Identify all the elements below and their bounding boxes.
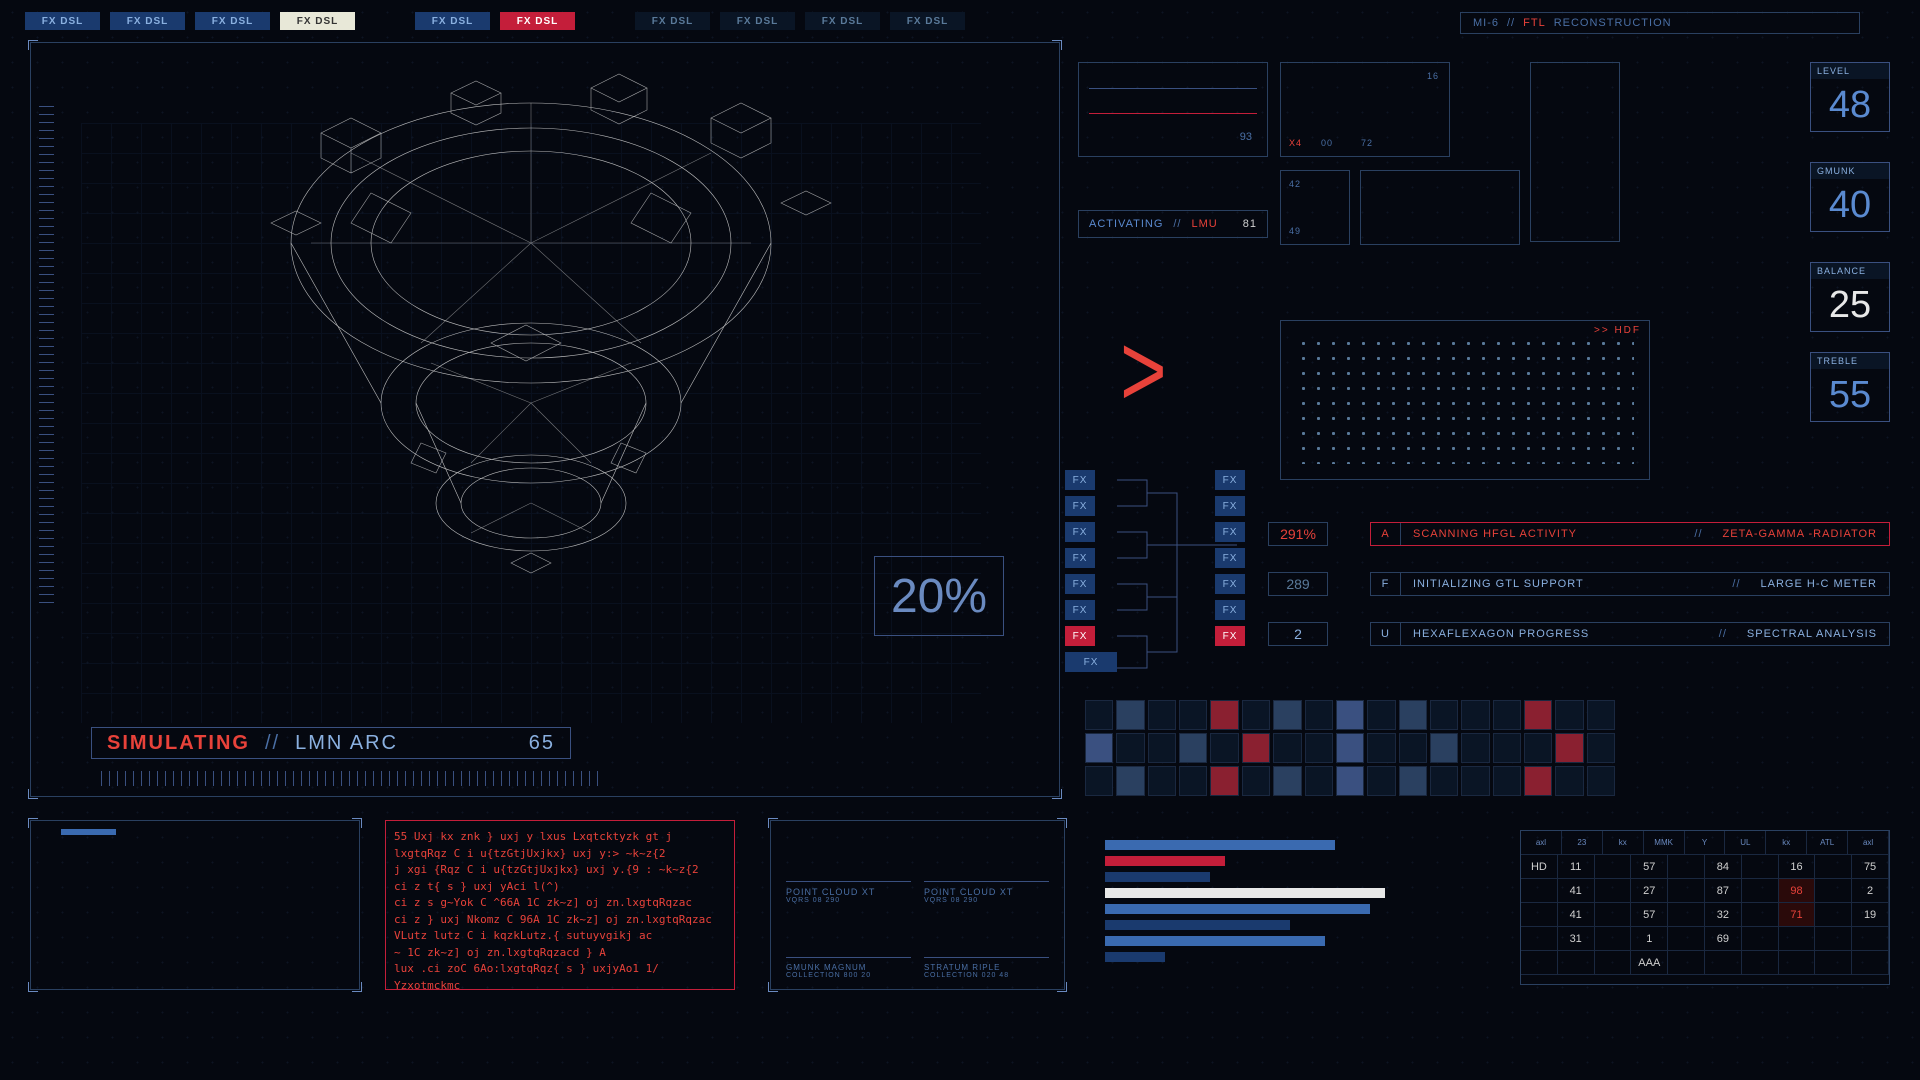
value-box: 289 (1268, 572, 1328, 596)
fx-node[interactable]: FX (1065, 574, 1095, 594)
mini-panel-1: 93 (1078, 62, 1268, 157)
mini-panel-2: X4 00 72 16 (1280, 62, 1450, 157)
bar-chart (1095, 830, 1405, 985)
header-reconstruction: MI-6 // FTL RECONSTRUCTION (1460, 12, 1860, 34)
data-table: axl23kxMMKYULkxATLaxlHD11578416754127879… (1520, 830, 1890, 985)
stat-gmunk: GMUNK40 (1810, 162, 1890, 232)
bottom-panel-2: POINT CLOUD XT VQRS 08 290 POINT CLOUD X… (770, 820, 1065, 990)
fx-node[interactable]: FX (1215, 574, 1245, 594)
activating-status: ACTIVATING // LMU 81 (1078, 210, 1268, 238)
tab-fxdsl[interactable]: FX DSL (805, 12, 880, 30)
fx-node-alert[interactable]: FX (1215, 626, 1245, 646)
tab-fxdsl-active[interactable]: FX DSL (280, 12, 355, 30)
arc-value: 65 (529, 732, 555, 755)
ftl-label: FTL (1523, 17, 1546, 29)
info-row[interactable]: UHEXAFLEXAGON PROGRESS//SPECTRAL ANALYSI… (1370, 622, 1890, 646)
info-row[interactable]: FINITIALIZING GTL SUPPORT//LARGE H-C MET… (1370, 572, 1890, 596)
tab-fxdsl[interactable]: FX DSL (110, 12, 185, 30)
terminal-output: 55 Uxj kx znk } uxj y lxus Lxqtcktyzk gt… (385, 820, 735, 990)
tab-fxdsl[interactable]: FX DSL (720, 12, 795, 30)
stat-level: LEVEL48 (1810, 62, 1890, 132)
fx-node[interactable]: FX (1065, 470, 1095, 490)
tab-fxdsl[interactable]: FX DSL (635, 12, 710, 30)
fx-node[interactable]: FX (1215, 470, 1245, 490)
fx-node[interactable]: FX (1065, 600, 1095, 620)
hdf-label: >> HDF (1594, 325, 1641, 336)
fx-node[interactable]: FX (1065, 522, 1095, 542)
fx-node[interactable]: FX (1215, 548, 1245, 568)
mode-label: RECONSTRUCTION (1554, 17, 1672, 29)
fx-node[interactable]: FX (1065, 548, 1095, 568)
main-viewport: 20% SIMULATING // LMN ARC 65 (30, 42, 1060, 797)
tab-fxdsl-alert[interactable]: FX DSL (500, 12, 575, 30)
fx-node[interactable]: FX (1215, 496, 1245, 516)
arc-label: LMN ARC (295, 732, 398, 755)
tab-row: FX DSL FX DSL FX DSL FX DSL FX DSL FX DS… (25, 12, 965, 30)
status-bar: SIMULATING // LMN ARC 65 (91, 727, 571, 759)
ruler-v (39, 103, 54, 603)
ruler-h (101, 771, 601, 786)
bottom-panel-1 (30, 820, 360, 990)
fx-node-alert[interactable]: FX (1065, 626, 1095, 646)
stat-balance: BALANCE25 (1810, 262, 1890, 332)
mini-panel-3: 42 49 (1280, 170, 1350, 245)
fx-node[interactable]: FX (1215, 522, 1245, 542)
org-label: MI-6 (1473, 17, 1499, 29)
status-simulating: SIMULATING (107, 732, 250, 755)
tab-fxdsl[interactable]: FX DSL (415, 12, 490, 30)
wireframe-model[interactable] (171, 63, 891, 643)
fx-node[interactable]: FX (1215, 600, 1245, 620)
progress-value: 20% (874, 556, 1004, 636)
fx-node[interactable]: FX (1065, 496, 1095, 516)
value-box: 291% (1268, 522, 1328, 546)
info-row[interactable]: ASCANNING HFGL ACTIVITY//ZETA-GAMMA -RAD… (1370, 522, 1890, 546)
fx-node[interactable]: FX (1065, 652, 1117, 672)
chevron-right-icon: > (1120, 311, 1167, 431)
fx-tree: FX FX FX FX FX FX FX FX FX FX FX FX FX FX FX (1065, 470, 1245, 678)
value-box: 2 (1268, 622, 1328, 646)
tab-fxdsl[interactable]: FX DSL (195, 12, 270, 30)
tab-fxdsl[interactable]: FX DSL (25, 12, 100, 30)
tab-fxdsl[interactable]: FX DSL (890, 12, 965, 30)
dot-matrix-panel[interactable]: >> HDF (1280, 320, 1650, 480)
color-grid (1085, 700, 1615, 795)
stat-treble: TREBLE55 (1810, 352, 1890, 422)
mini-panel-4 (1360, 170, 1520, 245)
mini-panel-5 (1530, 62, 1620, 242)
